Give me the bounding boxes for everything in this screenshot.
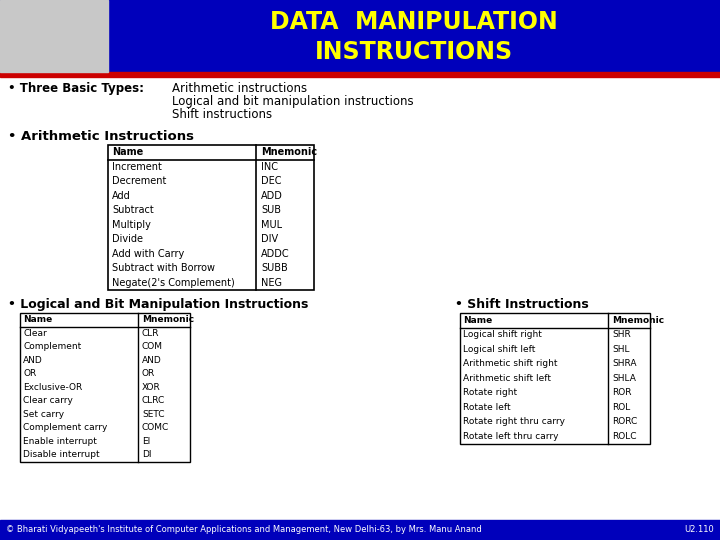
Text: Mnemonic: Mnemonic [142, 315, 194, 324]
Text: Complement carry: Complement carry [23, 423, 107, 432]
Text: COM: COM [142, 342, 163, 351]
Text: Arithmetic instructions: Arithmetic instructions [172, 82, 307, 95]
Text: SUB: SUB [261, 205, 281, 215]
Text: EI: EI [142, 437, 150, 445]
Text: Set carry: Set carry [23, 410, 64, 418]
Bar [460, 313, 650, 443]
Text: SHR: SHR [612, 330, 631, 339]
Text: DATA  MANIPULATION: DATA MANIPULATION [270, 10, 558, 33]
Text: COMC: COMC [142, 423, 169, 432]
Text: SUBB: SUBB [261, 263, 288, 273]
Text: Divide: Divide [112, 234, 143, 244]
Text: CLRC: CLRC [142, 396, 166, 405]
Text: NEG: NEG [261, 278, 282, 288]
Text: Increment: Increment [112, 162, 162, 172]
Text: RORC: RORC [612, 417, 637, 426]
Text: Shift instructions: Shift instructions [172, 108, 272, 121]
Text: Exclusive-OR: Exclusive-OR [23, 383, 82, 391]
Text: Rotate left: Rotate left [463, 403, 510, 411]
Text: ROR: ROR [612, 388, 631, 397]
Text: Name: Name [112, 147, 143, 157]
Text: MUL: MUL [261, 220, 282, 229]
Text: XOR: XOR [142, 383, 161, 391]
Text: DEC: DEC [261, 176, 282, 186]
Text: OR: OR [23, 369, 36, 378]
Text: SHLA: SHLA [612, 374, 636, 383]
Text: ROL: ROL [612, 403, 630, 411]
Text: Subtract with Borrow: Subtract with Borrow [112, 263, 215, 273]
Text: Rotate right: Rotate right [463, 388, 517, 397]
Text: Name: Name [463, 316, 492, 325]
Text: Rotate left thru carry: Rotate left thru carry [463, 432, 559, 441]
Text: Mnemonic: Mnemonic [261, 147, 317, 157]
Text: • Logical and Bit Manipulation Instructions: • Logical and Bit Manipulation Instructi… [8, 298, 308, 311]
Text: Disable interrupt: Disable interrupt [23, 450, 99, 459]
Text: Multiply: Multiply [112, 220, 151, 229]
Text: SETC: SETC [142, 410, 164, 418]
Text: Clear: Clear [23, 329, 47, 338]
Bar [0, 0, 720, 72]
Text: Arithmetic shift right: Arithmetic shift right [463, 359, 557, 368]
Text: Logical shift left: Logical shift left [463, 345, 536, 354]
Text: • Three Basic Types:: • Three Basic Types: [8, 82, 144, 95]
Text: SHL: SHL [612, 345, 629, 354]
Text: • Shift Instructions: • Shift Instructions [455, 298, 589, 311]
Bar [0, 0, 108, 72]
Text: ROLC: ROLC [612, 432, 636, 441]
Text: OR: OR [142, 369, 156, 378]
Text: Subtract: Subtract [112, 205, 154, 215]
Text: Enable interrupt: Enable interrupt [23, 437, 97, 445]
Text: ADD: ADD [261, 191, 283, 201]
Text: CLR: CLR [142, 329, 160, 338]
Text: Mnemonic: Mnemonic [612, 316, 664, 325]
Text: Complement: Complement [23, 342, 81, 351]
Text: Negate(2's Complement): Negate(2's Complement) [112, 278, 235, 288]
Text: Clear carry: Clear carry [23, 396, 73, 405]
Text: Logical shift right: Logical shift right [463, 330, 542, 339]
Text: AND: AND [23, 356, 42, 364]
Text: Logical and bit manipulation instructions: Logical and bit manipulation instruction… [172, 95, 413, 108]
Text: Name: Name [23, 315, 53, 324]
Text: U2.110: U2.110 [684, 525, 714, 535]
Bar [0, 520, 720, 540]
Text: Rotate right thru carry: Rotate right thru carry [463, 417, 565, 426]
Text: • Arithmetic Instructions: • Arithmetic Instructions [8, 130, 194, 143]
Text: Decrement: Decrement [112, 176, 166, 186]
Text: AND: AND [142, 356, 162, 364]
Text: Add with Carry: Add with Carry [112, 249, 184, 259]
Text: DIV: DIV [261, 234, 278, 244]
Text: INSTRUCTIONS: INSTRUCTIONS [315, 40, 513, 64]
Text: DI: DI [142, 450, 151, 459]
Bar [0, 72, 720, 77]
Text: ADDC: ADDC [261, 249, 289, 259]
Bar [20, 313, 190, 462]
Bar [108, 145, 314, 290]
Text: INC: INC [261, 162, 278, 172]
Text: SHRA: SHRA [612, 359, 636, 368]
Text: Add: Add [112, 191, 131, 201]
Text: © Bharati Vidyapeeth's Institute of Computer Applications and Management, New De: © Bharati Vidyapeeth's Institute of Comp… [6, 525, 482, 535]
Text: Arithmetic shift left: Arithmetic shift left [463, 374, 551, 383]
